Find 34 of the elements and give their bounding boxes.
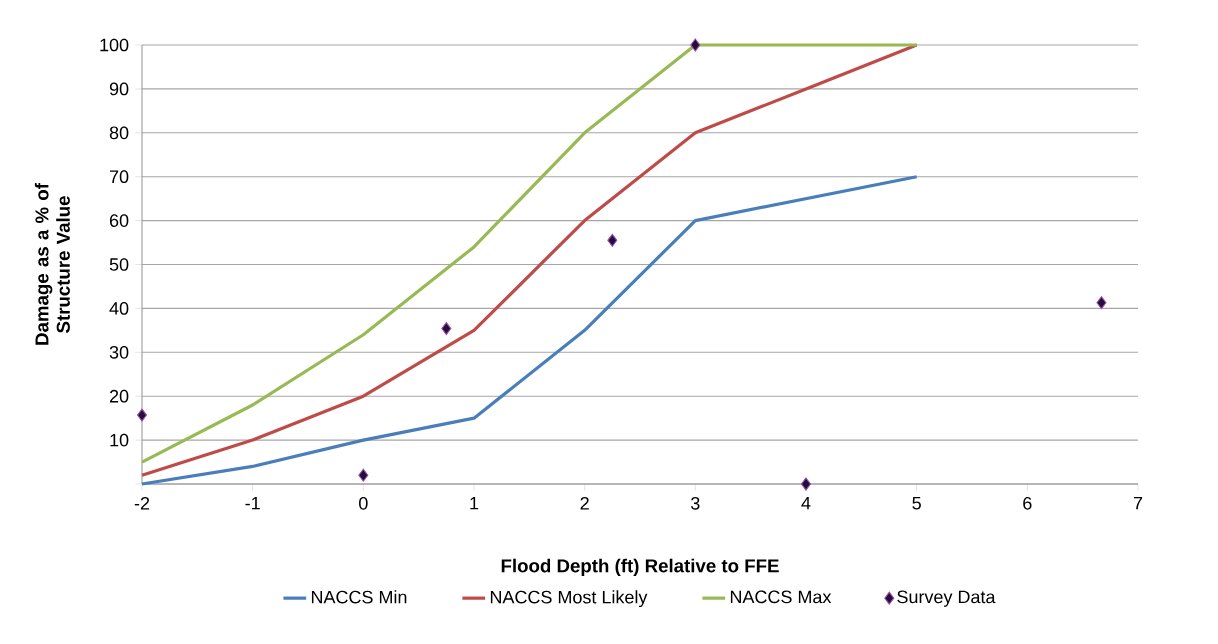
line-series: [140, 175, 919, 486]
x-tick-label: 0: [359, 496, 368, 510]
y-tick-label: 90: [109, 82, 129, 96]
y-axis-title: Damage as a % of Structure Value: [34, 183, 70, 345]
legend-label: NACCS Min: [311, 590, 407, 604]
legend-label: NACCS Max: [730, 590, 832, 604]
x-tick-label: -2: [134, 496, 150, 510]
y-tick-label: 40: [109, 302, 129, 315]
point: [1096, 296, 1107, 310]
x-tick-label: -1: [245, 496, 260, 510]
legend-label: NACCS Most Likely: [490, 590, 648, 608]
x-tick-label: 3: [691, 496, 700, 510]
x-tick-label: 7: [1133, 496, 1143, 510]
y-tick-label: 70: [109, 170, 129, 184]
point: [136, 408, 148, 422]
y-tick-label: 60: [109, 214, 129, 227]
y-tick-label: 20: [109, 389, 129, 403]
point: [690, 38, 701, 52]
x-tick-label: 2: [580, 496, 589, 510]
legend-label: Survey Data: [897, 590, 996, 607]
y-tick-label: 100: [100, 38, 129, 52]
y-tick-label: 10: [110, 433, 129, 447]
x-tick-label: 5: [912, 496, 921, 510]
point: [800, 477, 812, 491]
x-tick-label: 4: [801, 496, 811, 510]
x-axis-title: Flood Depth (ft) Relative to FFE: [501, 558, 779, 577]
point: [441, 322, 452, 336]
point: [607, 233, 618, 247]
y-tick-label: 80: [109, 126, 129, 140]
x-tick-label: 1: [470, 496, 479, 510]
x-tick-label: 6: [1023, 496, 1032, 510]
y-tick-label: 30: [109, 345, 129, 359]
point: [358, 468, 369, 482]
y-tick-label: 50: [109, 258, 129, 271]
